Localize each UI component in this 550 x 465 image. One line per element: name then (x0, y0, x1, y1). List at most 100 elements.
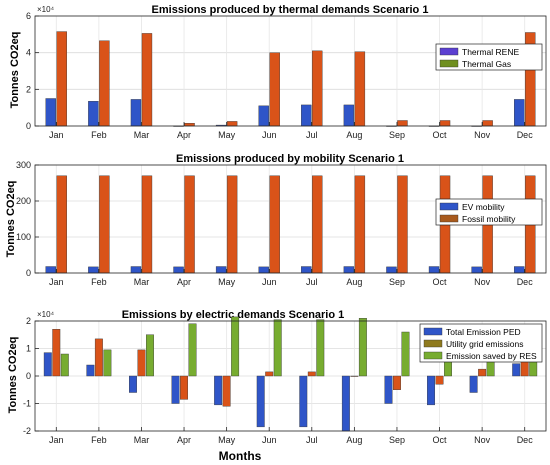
x-tick-label: Feb (91, 130, 107, 140)
bar-may-1 (226, 175, 238, 274)
bar-jun-1 (265, 371, 274, 377)
bar-nov-1 (482, 120, 493, 127)
legend-swatch (423, 339, 443, 348)
bar-apr-0 (173, 266, 184, 274)
x-tick-label: May (218, 130, 236, 140)
y-axis-label: Tonnes CO2eq (7, 337, 19, 414)
bar-aug-1 (354, 175, 366, 274)
x-tick-label: Jul (306, 435, 318, 445)
bar-jun-0 (258, 105, 269, 127)
x-tick-label: Sep (389, 130, 405, 140)
x-tick-label: Sep (389, 435, 405, 445)
x-tick-label: Jun (262, 277, 277, 287)
bar-jan-1 (56, 175, 67, 274)
bar-aug-0 (341, 375, 350, 432)
bar-may-0 (214, 375, 223, 406)
bar-sep-0 (384, 375, 393, 404)
x-tick-label: Apr (177, 435, 191, 445)
x-tick-label: Aug (346, 277, 362, 287)
bar-feb-2 (103, 349, 112, 377)
bar-jun-2 (273, 319, 282, 377)
exponent-label: ×10⁴ (37, 310, 55, 319)
bar-sep-1 (397, 120, 408, 127)
axes-frame (34, 164, 547, 274)
bar-apr-1 (180, 375, 188, 400)
bar-jan-2 (60, 353, 69, 377)
legend-entry: Thermal Gas (462, 59, 511, 69)
bar-apr-0 (171, 375, 180, 404)
bar-feb-0 (86, 364, 95, 377)
panel-thermal: ×10⁴ Emissions produced by thermal deman… (9, 4, 547, 140)
legend-entry: Total Emission PED (446, 327, 521, 337)
x-tick-label: Mar (134, 277, 150, 287)
y-tick-label: 2 (26, 84, 31, 94)
legend-entry: Emission saved by RES (446, 351, 537, 361)
x-tick-label: Feb (91, 435, 107, 445)
bar-oct-0 (428, 266, 440, 274)
bar-mar-1 (141, 33, 153, 127)
legend-swatch (439, 47, 459, 56)
x-tick-label: Mar (134, 435, 150, 445)
chart-title: Emissions produced by mobility Scenario … (176, 153, 404, 165)
bar-nov-1 (478, 368, 487, 377)
bar-aug-1 (350, 375, 359, 377)
bar-jun-1 (269, 52, 280, 127)
x-tick-label: Jan (49, 435, 64, 445)
exponent-label: ×10⁴ (37, 5, 55, 14)
bar-oct-1 (435, 375, 444, 385)
bar-feb-1 (94, 338, 103, 377)
legend-entry: Fossil mobility (462, 214, 516, 224)
bar-jun-1 (269, 175, 280, 274)
bar-dec-0 (512, 363, 521, 377)
bar-jun-0 (256, 375, 265, 428)
legend-swatch (439, 59, 459, 68)
axes-frame (34, 15, 547, 127)
bar-nov-0 (469, 375, 478, 393)
bar-sep-0 (386, 266, 397, 274)
x-tick-label: Jun (262, 130, 277, 140)
bar-jul-1 (307, 371, 316, 377)
legend-swatch (439, 202, 459, 211)
x-tick-label: Oct (433, 130, 448, 140)
bar-jan-0 (43, 352, 52, 377)
y-tick-label: 300 (16, 160, 31, 170)
x-tick-label: May (218, 277, 236, 287)
y-tick-label: 0 (26, 121, 31, 131)
x-tick-label: Apr (177, 277, 191, 287)
bar-jul-1 (312, 175, 323, 274)
bar-may-1 (222, 375, 231, 407)
bar-feb-0 (88, 101, 99, 127)
bar-aug-0 (343, 266, 355, 274)
bar-may-1 (226, 121, 238, 127)
x-tick-label: Mar (134, 130, 150, 140)
x-axis-label: Months (219, 449, 262, 463)
bar-nov-0 (471, 266, 482, 274)
x-tick-label: Oct (433, 277, 448, 287)
bar-jan-0 (45, 266, 56, 274)
y-tick-label: 6 (26, 11, 31, 21)
y-tick-label: 1 (26, 344, 31, 354)
bar-feb-1 (99, 40, 110, 127)
x-tick-label: Jan (49, 130, 64, 140)
x-tick-label: Aug (346, 435, 362, 445)
legend-swatch (439, 214, 459, 223)
bar-jun-0 (258, 266, 269, 274)
x-tick-label: Apr (177, 130, 191, 140)
bar-aug-2 (358, 318, 367, 377)
x-tick-label: Jul (306, 277, 318, 287)
x-tick-label: Aug (346, 130, 362, 140)
y-axis-label: Tonnes CO2eq (5, 181, 17, 258)
bar-feb-0 (88, 266, 99, 274)
bar-mar-0 (130, 99, 142, 127)
chart-title: Emissions by electric demands Scenario 1 (122, 309, 345, 321)
bar-mar-1 (141, 175, 153, 274)
x-tick-label: Dec (517, 130, 534, 140)
bar-sep-1 (393, 375, 401, 390)
y-tick-label: 2 (26, 316, 31, 326)
bar-jul-1 (312, 50, 323, 127)
bar-may-0 (215, 266, 227, 274)
x-tick-label: May (218, 435, 236, 445)
bar-aug-0 (343, 104, 355, 127)
legend-entry: Thermal RENE (462, 47, 519, 57)
bar-apr-1 (184, 123, 195, 127)
